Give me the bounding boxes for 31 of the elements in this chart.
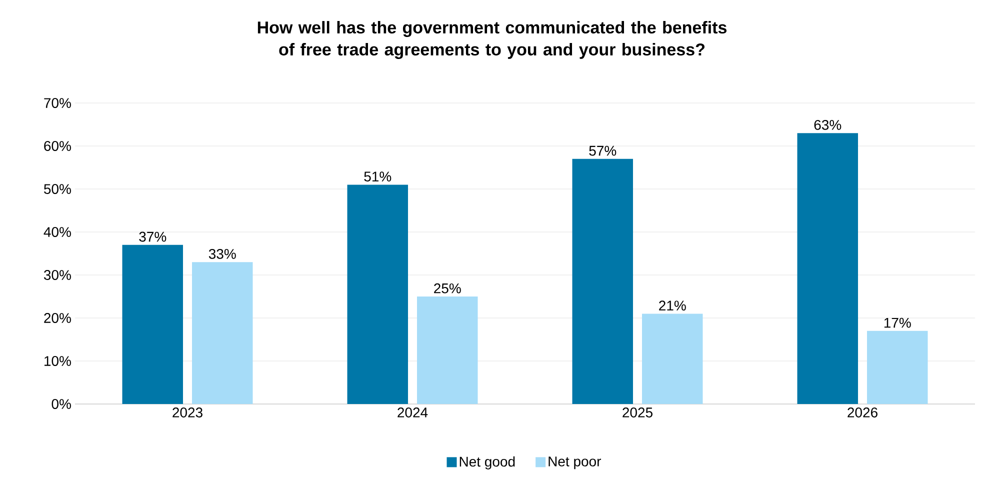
y-tick-label: 70%: [44, 98, 71, 108]
y-tick-label: 30%: [44, 270, 71, 280]
y-tick-label: 10%: [44, 356, 71, 366]
legend-label: Net poor: [548, 456, 602, 470]
x-tick-label: 2025: [622, 408, 652, 418]
data-label: 63%: [814, 120, 842, 130]
y-tick-label: 40%: [44, 227, 71, 237]
bar: [797, 133, 858, 404]
bar: [572, 158, 634, 404]
data-label: 17%: [884, 318, 911, 328]
bar: [867, 330, 928, 404]
data-label: 33%: [208, 248, 236, 259]
data-label: 25%: [434, 283, 461, 294]
bar: [122, 244, 183, 404]
y-tick-label: 20%: [44, 313, 71, 323]
y-tick-label: 50%: [44, 184, 71, 194]
x-tick-label: 2024: [398, 408, 428, 418]
x-tick-label: 2023: [172, 408, 202, 418]
bar: [192, 262, 253, 404]
data-label: 21%: [659, 300, 686, 310]
y-tick-label: 60%: [44, 141, 71, 151]
chart-title: How well has the government communicated the benefits of free trade agreements to you and your business?: [258, 21, 727, 59]
bar: [347, 184, 408, 404]
data-label: 57%: [589, 146, 616, 156]
y-tick-label: 0%: [52, 399, 71, 409]
legend-label: Net good: [460, 456, 515, 470]
bar: [417, 296, 478, 404]
bar: [642, 314, 703, 404]
x-tick-label: 2026: [848, 408, 878, 418]
data-label: 37%: [139, 232, 166, 242]
data-label: 51%: [364, 172, 392, 182]
